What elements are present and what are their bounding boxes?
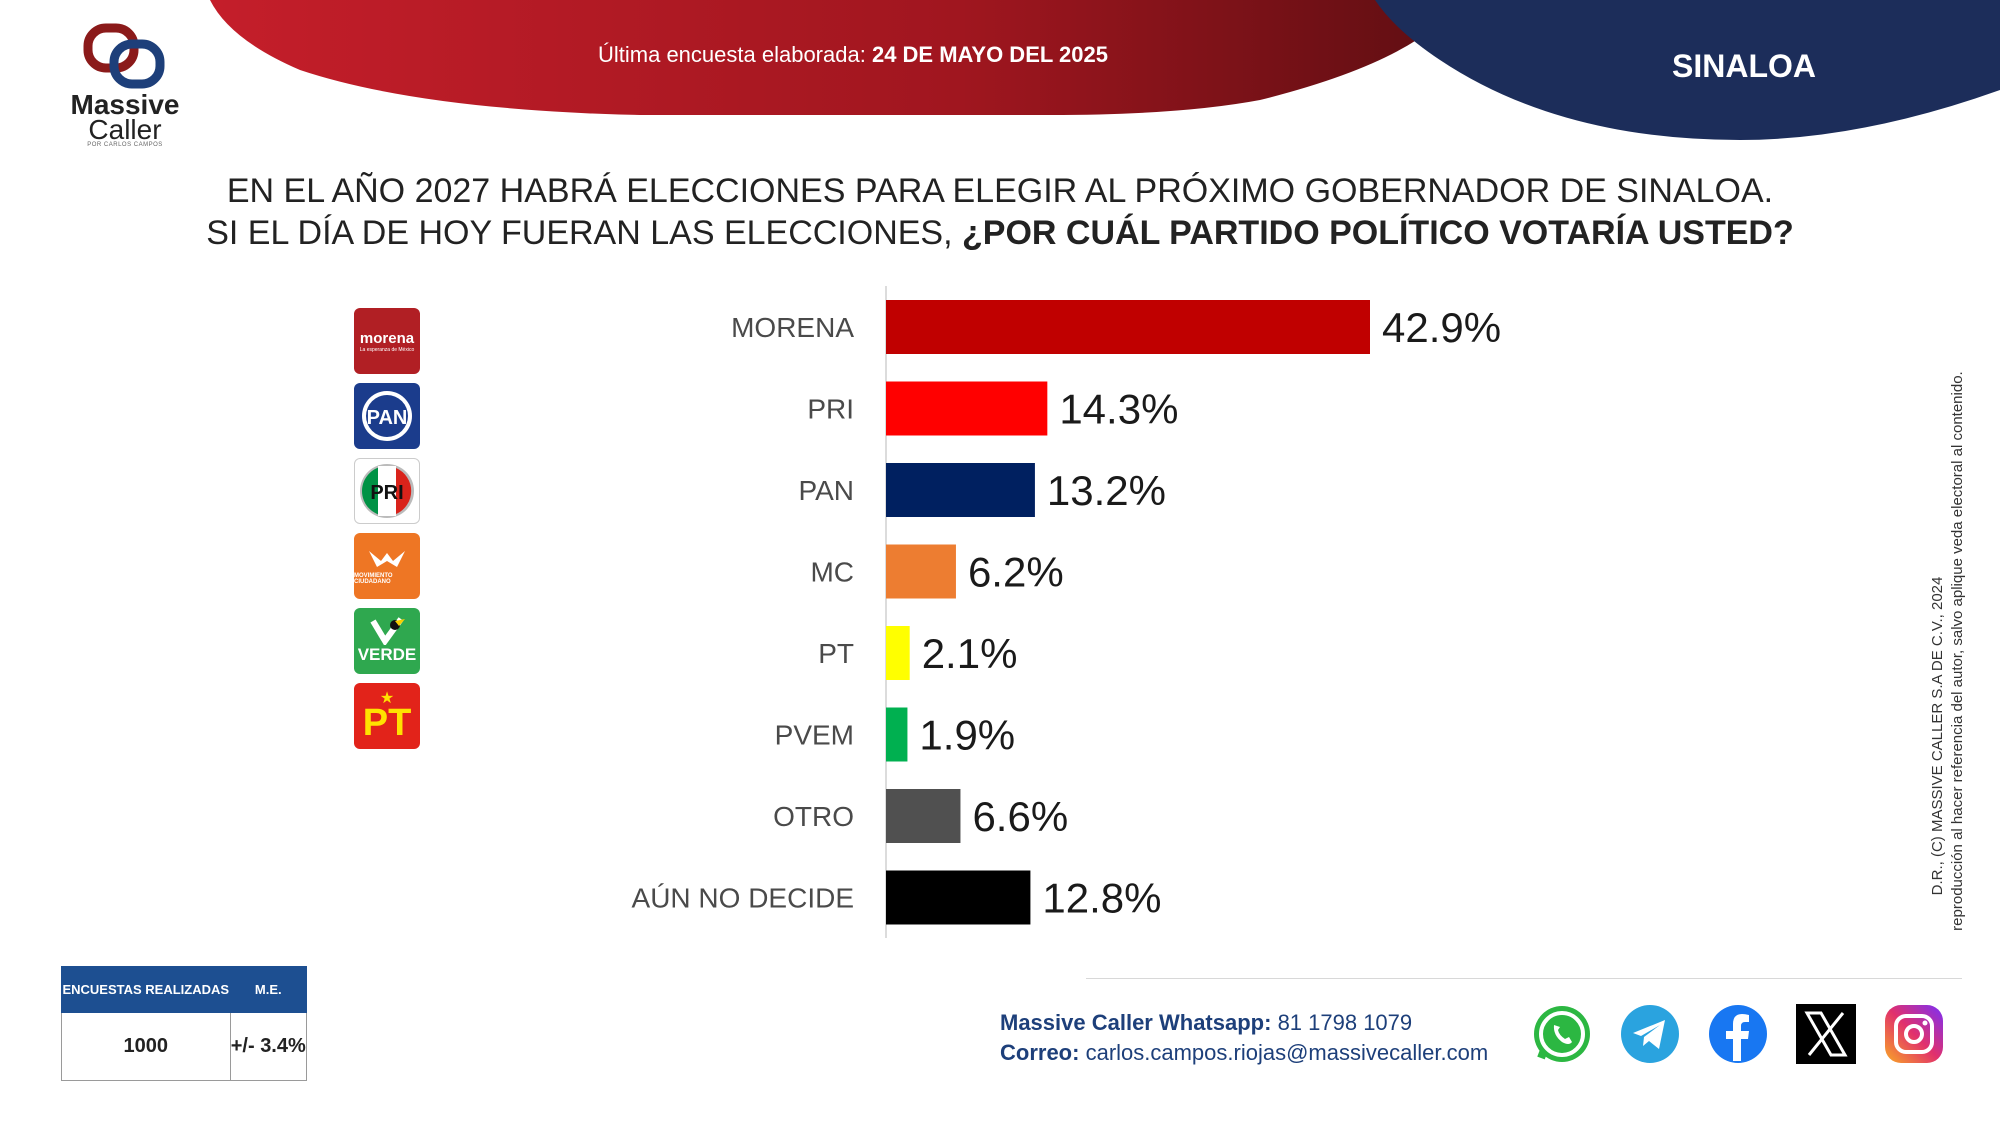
bar-pt: [886, 626, 910, 680]
stats-table: ENCUESTAS REALIZADAS M.E. 1000 +/- 3.4%: [61, 966, 308, 1081]
question-line2: SI EL DÍA DE HOY FUERAN LAS ELECCIONES, …: [0, 212, 2000, 254]
navy-banner-shape: [1375, 0, 2000, 140]
stats-col1-header: ENCUESTAS REALIZADAS: [61, 966, 231, 1013]
whatsapp-number[interactable]: 81 1798 1079: [1277, 1010, 1413, 1035]
logo-line2: Caller: [88, 114, 162, 145]
social-icons: [1530, 1002, 1970, 1066]
copyright-notice: D.R., (C) MASSIVE CALLER S.A DE C.V., 20…: [1929, 371, 1966, 932]
email-address[interactable]: carlos.campos.riojas@massivecaller.com: [1085, 1040, 1489, 1065]
eagle-icon: [369, 551, 405, 567]
x-icon[interactable]: [1794, 1002, 1858, 1066]
logo-line1: Massive: [70, 89, 180, 120]
email-label: Correo:: [1000, 1040, 1080, 1065]
survey-date-label: Última encuesta elaborada:: [598, 42, 866, 67]
pan-logo: PAN: [354, 383, 420, 449]
stats-col2-header: M.E.: [229, 966, 308, 1013]
logo-line3: POR CARLOS CAMPOS: [87, 142, 163, 148]
morena-logo-sub: La esperanza de México: [359, 346, 415, 353]
logo-mark-icon: [83, 23, 165, 89]
value-label-otro: 6.6%: [972, 793, 1068, 840]
pri-logo-text: PRI: [370, 482, 403, 504]
bar-mc: [886, 544, 956, 599]
pt-logo-text: PT: [362, 702, 412, 744]
pt-logo: ★ PT: [354, 683, 420, 749]
telegram-icon[interactable]: [1618, 1002, 1682, 1066]
facebook-icon[interactable]: [1706, 1002, 1770, 1066]
bar-a-n-no-decide: [886, 870, 1031, 925]
top-banner: [210, 0, 2000, 140]
mc-logo: MOVIMIENTO CIUDADANO: [354, 533, 420, 599]
party-logos: morena La esperanza de México PAN PRI MO…: [354, 308, 420, 758]
verde-logo-text: VERDE: [357, 645, 417, 664]
stats-col1-value: 1000: [61, 1012, 231, 1081]
category-label-pvem: PVEM: [775, 720, 854, 751]
category-label-pri: PRI: [807, 394, 854, 425]
value-label-pvem: 1.9%: [919, 712, 1015, 759]
value-label-morena: 42.9%: [1382, 304, 1501, 351]
contact-email: Correo: carlos.campos.riojas@massivecall…: [1000, 1038, 1488, 1068]
question-line1: EN EL AÑO 2027 HABRÁ ELECCIONES PARA ELE…: [226, 172, 1774, 210]
question-line2-bold: ¿POR CUÁL PARTIDO POLÍTICO VOTARÍA USTED…: [962, 214, 1794, 252]
toucan-icon: [370, 617, 405, 645]
survey-date: Última encuesta elaborada: 24 DE MAYO DE…: [598, 42, 1108, 68]
category-label-pt: PT: [818, 638, 854, 669]
copyright-line1: D.R., (C) MASSIVE CALLER S.A DE C.V., 20…: [1929, 577, 1946, 896]
category-label-a-n-no-decide: AÚN NO DECIDE: [632, 883, 854, 914]
category-label-mc: MC: [810, 557, 854, 588]
value-label-pan: 13.2%: [1047, 467, 1166, 514]
bar-pan: [886, 463, 1035, 517]
massive-caller-logo: Massive Caller POR CARLOS CAMPOS: [60, 22, 190, 152]
mc-logo-text: MOVIMIENTO CIUDADANO: [354, 573, 393, 585]
question-line2-plain: SI EL DÍA DE HOY FUERAN LAS ELECCIONES,: [206, 214, 953, 252]
star-icon: ★: [379, 690, 395, 707]
whatsapp-label: Massive Caller Whatsapp:: [1000, 1010, 1272, 1035]
value-label-mc: 6.2%: [968, 549, 1064, 596]
contact-info: Massive Caller Whatsapp: 81 1798 1079 Co…: [1000, 1008, 1488, 1068]
verde-logo: VERDE: [354, 608, 420, 674]
red-banner-shape: [210, 0, 1460, 115]
whatsapp-icon[interactable]: [1530, 1002, 1594, 1066]
stats-col2-value: +/- 3.4%: [229, 1012, 308, 1081]
category-label-morena: MORENA: [731, 312, 854, 343]
morena-logo-text: morena: [359, 329, 415, 347]
category-label-otro: OTRO: [773, 801, 854, 832]
question-title: EN EL AÑO 2027 HABRÁ ELECCIONES PARA ELE…: [0, 170, 2000, 254]
category-label-pan: PAN: [799, 475, 855, 506]
survey-date-value: 24 DE MAYO DEL 2025: [871, 42, 1108, 67]
value-label-a-n-no-decide: 12.8%: [1042, 875, 1161, 922]
value-label-pri: 14.3%: [1059, 386, 1178, 433]
instagram-icon[interactable]: [1882, 1002, 1946, 1066]
contact-whatsapp: Massive Caller Whatsapp: 81 1798 1079: [1000, 1008, 1488, 1038]
bar-pvem: [886, 707, 908, 762]
pri-logo: PRI: [354, 458, 420, 524]
value-label-pt: 2.1%: [922, 630, 1018, 677]
morena-logo: morena La esperanza de México: [354, 308, 420, 374]
state-name: SINALOA: [1672, 48, 1816, 84]
bar-otro: [886, 789, 961, 843]
footer-divider: [1086, 978, 1962, 979]
pan-logo-text: PAN: [367, 407, 408, 429]
bar-pri: [886, 381, 1048, 436]
bar-morena: [886, 300, 1370, 354]
copyright-line2: Se autoriza la reproducción al hacer ref…: [1949, 371, 1966, 932]
